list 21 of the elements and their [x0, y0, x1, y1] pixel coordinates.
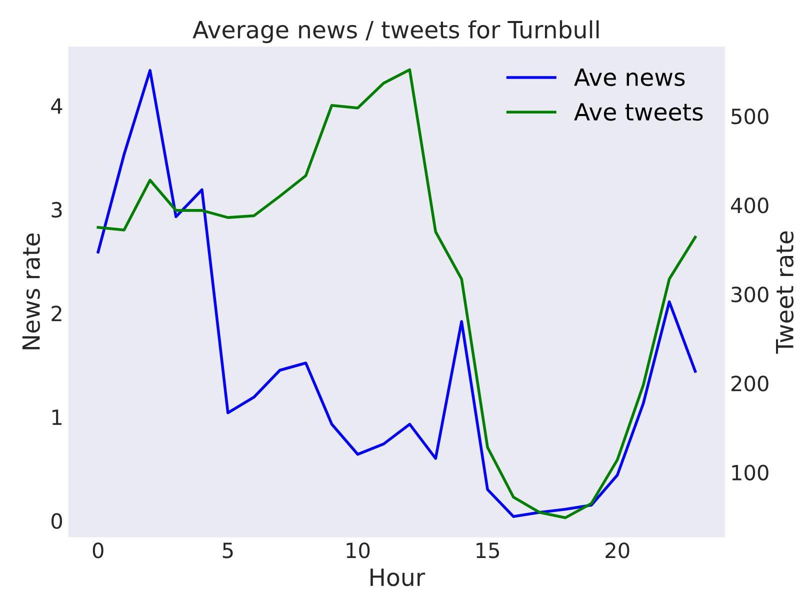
- x-tick-label: 15: [476, 542, 499, 558]
- chart-title: Average news / tweets for Turnbull: [192, 20, 599, 44]
- y2-tick-label: 400: [730, 198, 768, 214]
- y2-axis-title: Tweet rate: [776, 231, 794, 354]
- y-axis-title: News rate: [22, 234, 40, 350]
- legend-label: Ave news: [574, 68, 685, 86]
- x-tick-label: 0: [92, 542, 104, 558]
- x-axis-title: Hour: [370, 568, 426, 586]
- y-tick-label: 0: [52, 513, 62, 529]
- y-tick-label: 2: [52, 306, 62, 322]
- y2-tick-label: 500: [732, 108, 768, 124]
- y-tick-label: 1: [52, 410, 62, 425]
- x-tick-label: 5: [222, 542, 233, 558]
- y2-tick-label: 300: [732, 286, 768, 302]
- x-tick-label: 10: [346, 542, 370, 558]
- y-tick-label: 4: [51, 98, 62, 114]
- x-tick-label: 20: [606, 542, 630, 558]
- y2-tick-label: 200: [731, 376, 768, 392]
- y2-tick-label: 100: [732, 464, 768, 480]
- y-tick-label: 3: [52, 202, 62, 218]
- legend-label: Ave tweets: [574, 103, 703, 121]
